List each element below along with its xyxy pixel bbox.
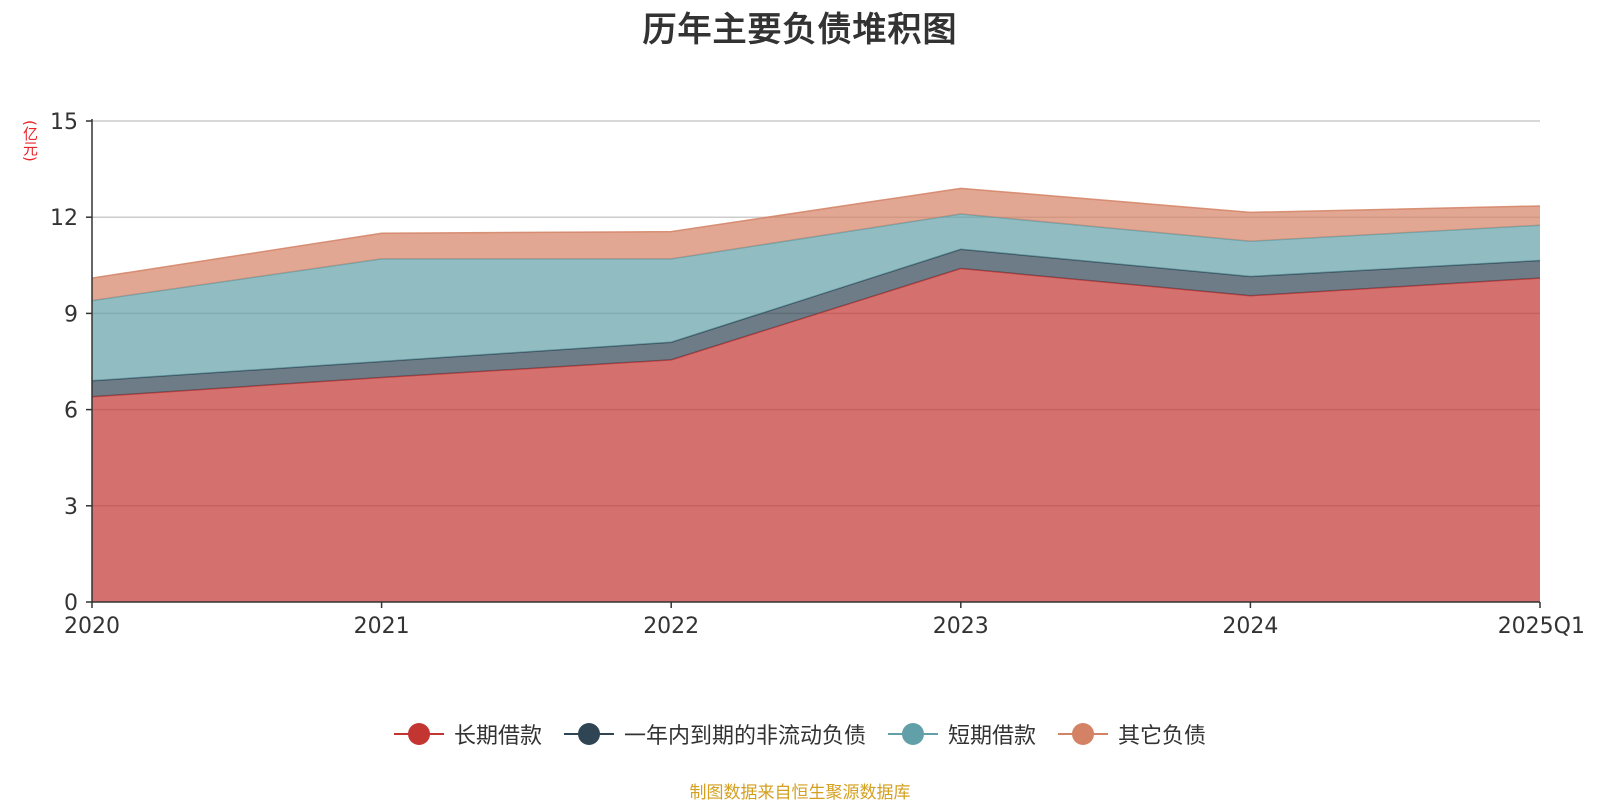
series-line-2: [91, 213, 1541, 302]
legend-label: 短期借款: [948, 724, 1037, 749]
source-note: 制图数据来自恒生聚源数据库: [689, 783, 911, 800]
legend-item[interactable]: 其它负债: [1058, 718, 1206, 750]
legend-label: 一年内到期的非流动负债: [623, 724, 866, 749]
x-tick-label: 2020: [64, 614, 120, 639]
area-series-2: [92, 213, 1540, 381]
area-series-0: [92, 268, 1540, 602]
legend: 长期借款 一年内到期的非流动负债 短期借款 其它负债: [0, 718, 1600, 750]
legend-marker-icon: [888, 722, 938, 746]
plot-area: 0 3 6 9 12 15 2020 2021 2022 2023 2024 2025Q1: [50, 110, 1585, 639]
series-line-3: [91, 187, 1541, 279]
legend-label: 其它负债: [1118, 724, 1207, 749]
legend-marker-dot: [902, 723, 924, 745]
area-series-1: [92, 249, 1540, 397]
x-tick-label: 2025Q1: [1498, 614, 1585, 639]
y-axis-unit-label: (亿元): [21, 120, 39, 162]
legend-item[interactable]: 短期借款: [888, 718, 1036, 750]
area-layer: [91, 187, 1541, 602]
legend-marker-icon: [1058, 722, 1109, 746]
axis-layer: 0 3 6 9 12 15 2020 2021 2022 2023 2024 2025Q1: [50, 110, 1585, 639]
area-series-3: [92, 188, 1540, 301]
chart-title: 历年主要负债堆积图: [642, 10, 958, 50]
legend-marker-icon: [563, 722, 614, 746]
x-tick-label: 2023: [933, 614, 989, 639]
legend-marker-dot: [1072, 723, 1095, 745]
legend-marker-icon: [393, 722, 444, 746]
legend-label: 长期借款: [453, 724, 542, 749]
x-tick-label: 2022: [643, 614, 699, 639]
x-tick-label: 2021: [354, 614, 410, 639]
y-tick-label: 0: [64, 591, 78, 616]
legend-item[interactable]: 长期借款: [393, 718, 542, 750]
legend-marker-dot: [577, 723, 600, 745]
y-tick-label: 3: [64, 495, 78, 520]
y-tick-label: 9: [64, 302, 78, 327]
y-tick-label: 6: [64, 399, 78, 424]
y-tick-label: 12: [50, 206, 78, 231]
y-tick-label: 15: [50, 110, 78, 135]
legend-marker-dot: [407, 723, 430, 745]
legend-item[interactable]: 一年内到期的非流动负债: [563, 718, 866, 750]
x-tick-label: 2024: [1222, 614, 1278, 639]
